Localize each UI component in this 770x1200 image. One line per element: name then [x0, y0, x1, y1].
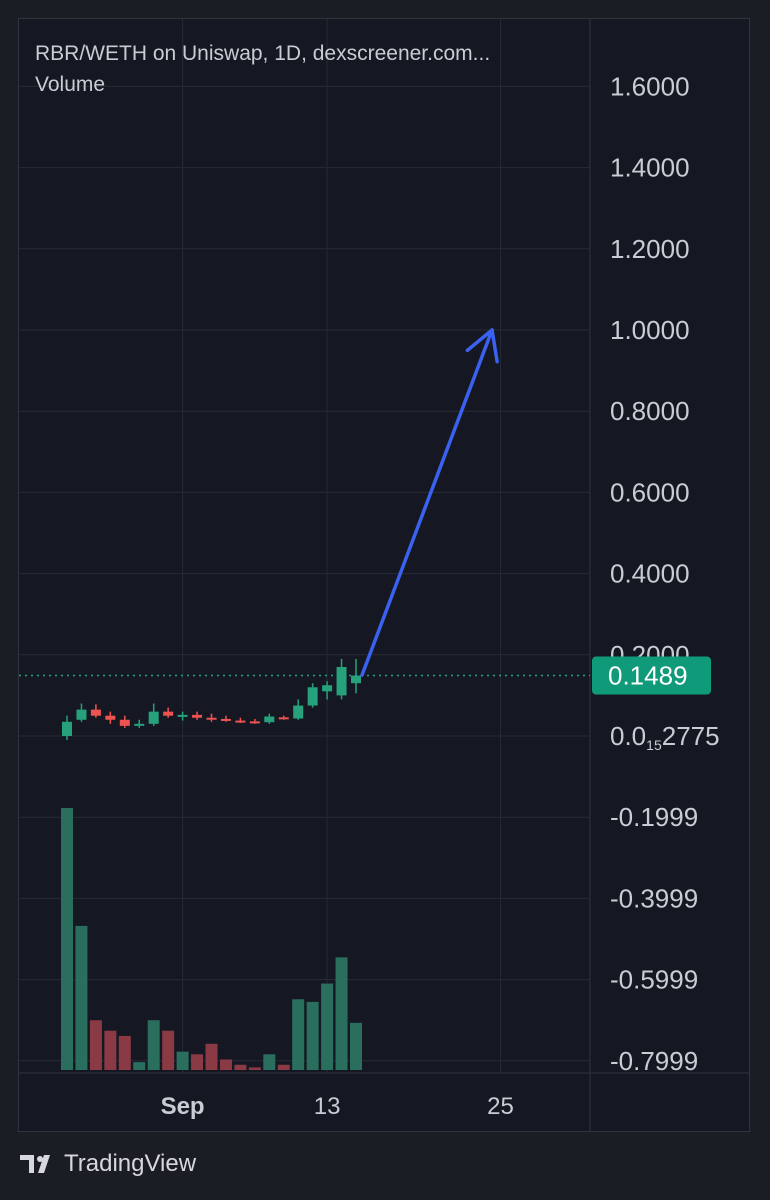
candle-body [119, 719, 130, 726]
candle-body [220, 718, 231, 721]
y-tick-label: -0.7999 [610, 1046, 698, 1076]
candle-body [264, 716, 275, 723]
candle-body [177, 714, 188, 717]
candle [148, 703, 159, 726]
candle [105, 711, 116, 724]
volume-bar [133, 1062, 146, 1070]
candle-body [322, 685, 333, 692]
trend-arrow[interactable] [360, 328, 499, 677]
y-tick-label: 1.0000 [610, 315, 690, 345]
candle-body [351, 675, 361, 684]
candle-body [206, 717, 217, 720]
x-tick-label: 13 [314, 1093, 341, 1120]
last-price-badge [592, 656, 711, 695]
y-tick-label: -0.3999 [610, 883, 698, 913]
candle [293, 699, 304, 720]
volume-bar [205, 1043, 218, 1070]
candle [307, 683, 318, 708]
candle-body [62, 721, 72, 736]
candle [278, 715, 289, 720]
volume-bar [75, 925, 88, 1070]
tradingview-icon [20, 1155, 50, 1173]
y-tick-label: 0.6000 [610, 477, 690, 507]
candle-body [336, 666, 347, 696]
volume-bar [162, 1030, 175, 1070]
y-tick-label: 1.4000 [610, 153, 690, 183]
candle-body [105, 715, 116, 720]
volume-bar [306, 1001, 319, 1070]
candle-body [278, 717, 289, 720]
candle [264, 713, 275, 724]
candle-body [235, 720, 246, 723]
candle-body [307, 687, 318, 706]
candle-body [163, 711, 174, 716]
candle [220, 715, 231, 722]
volume-bar [176, 1051, 189, 1070]
y-tick-label: 0.8000 [610, 396, 690, 426]
candle [177, 711, 188, 721]
y-tick-label: -0.5999 [610, 965, 698, 995]
x-tick-label: 25 [487, 1093, 514, 1120]
volume-bar [89, 1020, 102, 1070]
volume-bar [147, 1020, 160, 1070]
candle-body [76, 709, 87, 720]
candle-body [192, 714, 203, 718]
brand-name: TradingView [64, 1150, 197, 1177]
volume-bar [292, 999, 305, 1070]
y-tick-label: 0.4000 [610, 559, 690, 589]
volume-bar [234, 1064, 247, 1070]
arrow-head [465, 328, 494, 353]
price-axis[interactable]: 1.6000 1.4000 1.2000 1.0000 0.8000 0.6000 0.40… [592, 71, 720, 1076]
arrow-head [490, 328, 499, 364]
candle [192, 711, 203, 720]
y-tick-label-zero: 0.0152775 [610, 721, 720, 753]
candle [76, 703, 87, 722]
candle [249, 718, 260, 724]
chart-panel[interactable] [18, 18, 750, 1132]
candle [322, 681, 333, 700]
x-tick-label: Sep [161, 1093, 205, 1120]
volume-bar [350, 1022, 362, 1070]
volume-bar [61, 808, 73, 1070]
candle-body [249, 721, 260, 724]
y-tick-label: -0.1999 [610, 802, 698, 832]
volume-bar [191, 1054, 204, 1070]
volume-bar [104, 1030, 117, 1070]
chart-title: RBR/WETH on Uniswap, 1D, dexscreener.com… [35, 42, 491, 65]
volume-bar [321, 983, 334, 1070]
y-tick-label: 1.6000 [610, 71, 690, 101]
candle [62, 715, 72, 741]
arrow-shaft [360, 328, 494, 677]
volume-bar [263, 1054, 276, 1070]
candle-body [90, 709, 101, 716]
volume-bar [277, 1064, 290, 1070]
volume-bar [219, 1059, 232, 1070]
candle [163, 707, 174, 718]
tradingview-logo[interactable]: TradingView [20, 1150, 196, 1178]
volume-bar [118, 1035, 131, 1070]
candle [206, 713, 217, 722]
volume-bars [61, 808, 362, 1070]
grid-lines [19, 19, 749, 1132]
price-candles [62, 658, 361, 741]
candle-body [134, 723, 145, 726]
last-price-label: 0.1489 [608, 661, 688, 691]
candle [235, 717, 246, 724]
volume-bar [335, 957, 348, 1070]
volume-legend-label: Volume [35, 73, 106, 96]
y-tick-label: 1.2000 [610, 234, 690, 264]
candle [336, 658, 347, 700]
volume-bar [248, 1067, 261, 1070]
time-axis[interactable]: Sep 13 25 [161, 1093, 514, 1120]
candle [119, 715, 130, 728]
candle-body [148, 711, 159, 724]
candle [134, 719, 145, 728]
candle [90, 704, 101, 718]
candle-body [293, 705, 304, 719]
